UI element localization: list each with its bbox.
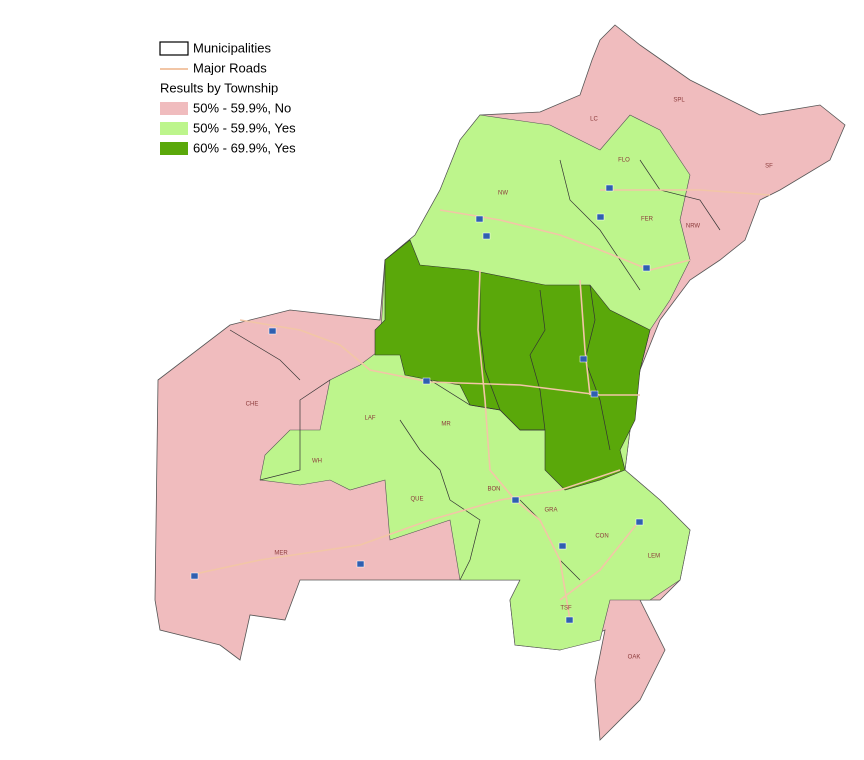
township-label: MER (274, 551, 288, 557)
township-label: CON (595, 534, 608, 540)
township-label: MR (441, 422, 451, 428)
township-label: FLO (618, 158, 630, 164)
legend-label: 50% - 59.9%, No (193, 100, 291, 115)
legend-swatch (160, 102, 188, 115)
municipal-boundaries (229, 159, 721, 581)
legend-title: Results by Township (160, 80, 278, 95)
township-label: TSF (560, 606, 572, 612)
township-labels: SPL LC SF FLO NW FER NRW CHE LAF WH MR Q… (246, 98, 774, 661)
legend-swatch (159, 41, 189, 56)
interstate-shields (190, 184, 651, 624)
legend-swatch (160, 142, 188, 155)
legend-label: Municipalities (193, 40, 272, 55)
township-label: QUE (410, 497, 423, 503)
township-label: LAF (364, 416, 375, 422)
township-label: SF (765, 164, 773, 170)
township-label: BON (487, 487, 500, 493)
legend-label: 50% - 59.9%, Yes (193, 120, 296, 135)
township-label: WH (312, 459, 322, 465)
roads (189, 189, 771, 621)
township-label: FER (641, 217, 654, 223)
legend-swatch (160, 122, 188, 135)
legend-label: Major Roads (193, 60, 267, 75)
township-label: LC (590, 117, 598, 123)
township-label: GRA (544, 508, 557, 514)
legend: Municipalities Major Roads Results by To… (159, 40, 296, 155)
township-label: NW (498, 191, 508, 197)
township-label: LEM (648, 554, 660, 560)
township-label: OAK (628, 655, 641, 661)
township-label: CHE (246, 402, 259, 408)
legend-label: 60% - 69.9%, Yes (193, 140, 296, 155)
township-label: NRW (686, 224, 701, 230)
township-label: SPL (673, 98, 685, 104)
